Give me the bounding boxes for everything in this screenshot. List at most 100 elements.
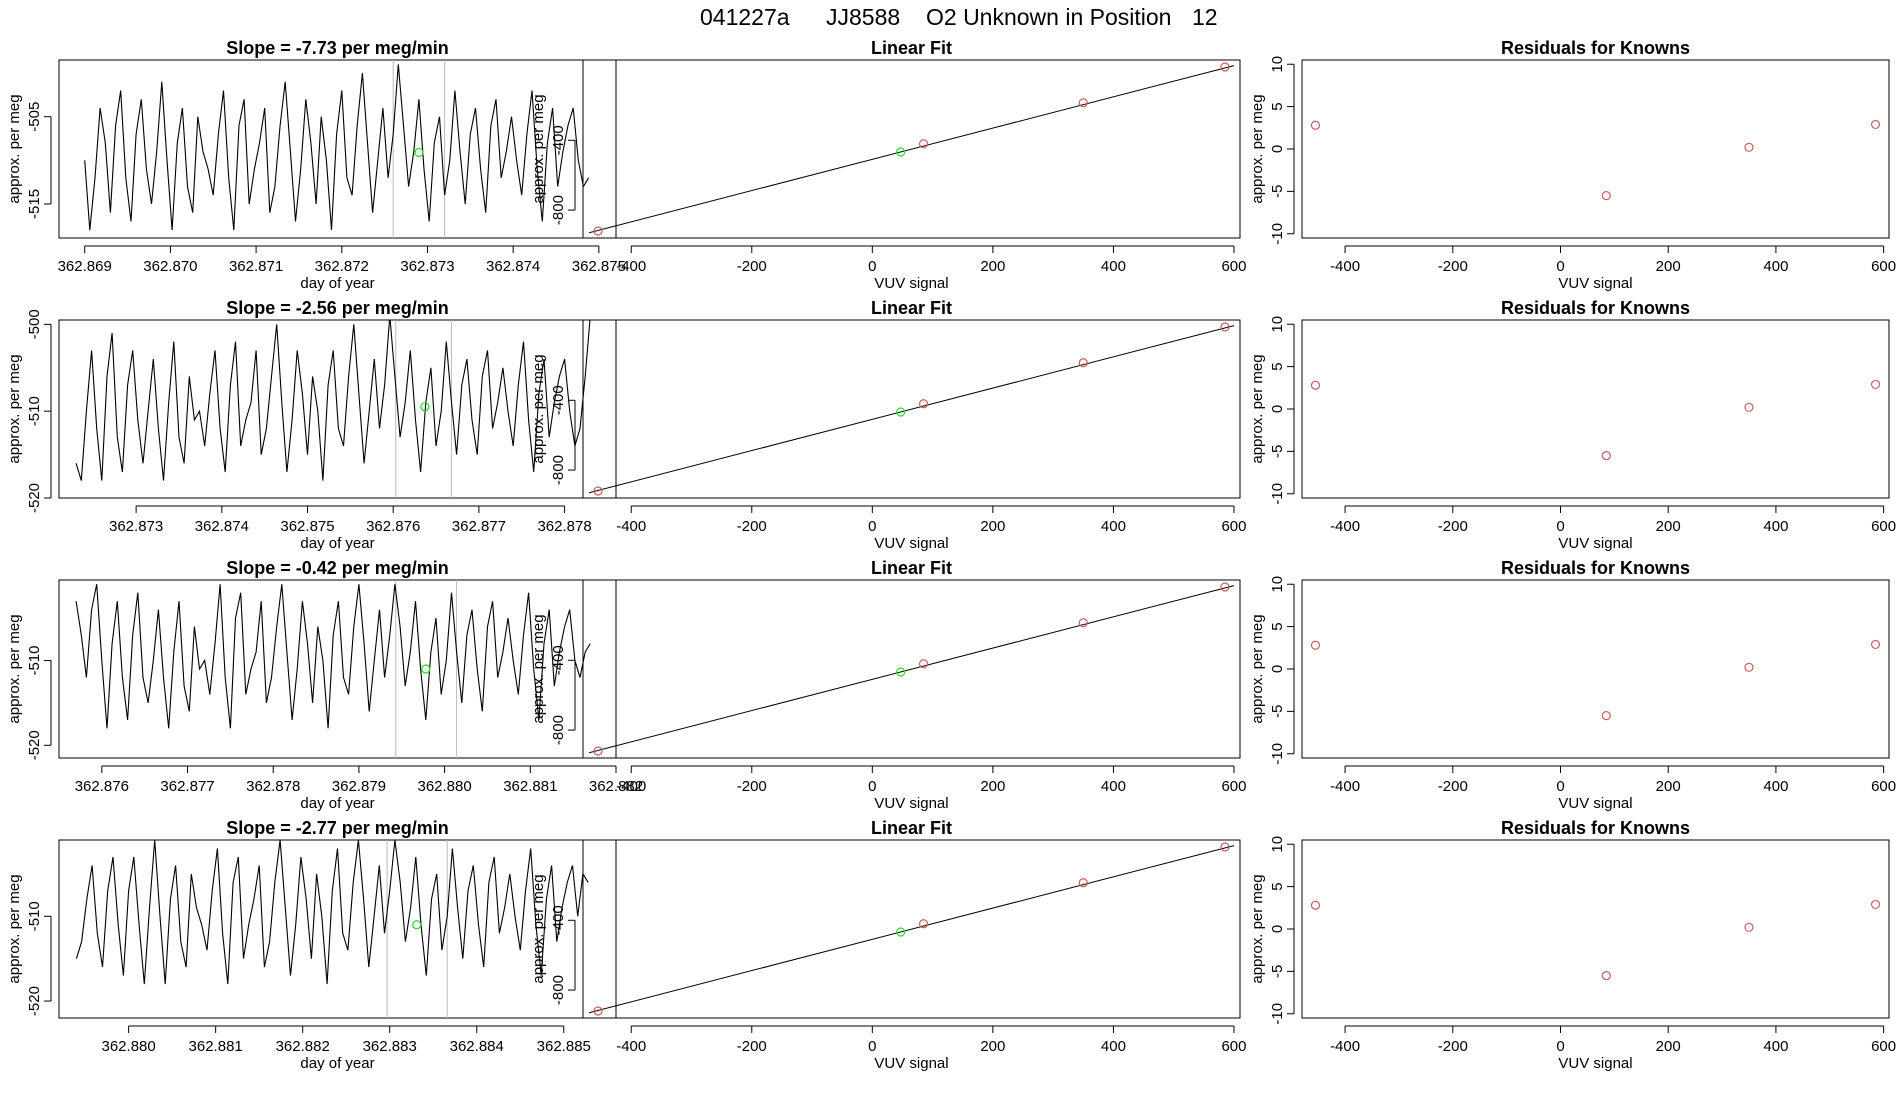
x-tick-label: 362.876 xyxy=(75,778,129,795)
plot-frame xyxy=(58,319,617,499)
residual-point xyxy=(1310,640,1321,650)
y-tick-label: -510 xyxy=(26,901,43,931)
y-tick-label: -10 xyxy=(1269,483,1286,505)
y-tick-label: 5 xyxy=(1269,102,1286,110)
known-point xyxy=(593,486,603,496)
x-tick-label: -200 xyxy=(1438,1038,1468,1055)
known-point xyxy=(1220,582,1230,592)
unknown-point xyxy=(414,147,424,158)
unknown-point xyxy=(421,664,431,674)
x-tick-label: 400 xyxy=(1763,1038,1788,1055)
x-tick-label: 362.875 xyxy=(280,518,334,535)
x-axis-label: day of year xyxy=(300,275,374,292)
x-tick-label: -200 xyxy=(1438,518,1468,535)
x-tick-label: 200 xyxy=(1656,518,1681,535)
x-tick-label: 200 xyxy=(1656,778,1681,795)
fit-line xyxy=(588,585,1235,754)
known-point xyxy=(593,226,603,236)
x-tick-label: 362.881 xyxy=(503,778,557,795)
x-tick-label: 400 xyxy=(1101,778,1126,795)
plot-frame xyxy=(58,839,617,1019)
residual-point xyxy=(1601,711,1611,721)
x-tick-label: 400 xyxy=(1763,778,1788,795)
x-tick-label: -400 xyxy=(1330,778,1360,795)
y-tick-label: 10 xyxy=(1269,316,1286,333)
y-axis-label: approx. per meg xyxy=(1249,94,1266,203)
y-tick-label: -800 xyxy=(550,975,567,1005)
x-tick-label: 362.873 xyxy=(109,518,163,535)
x-tick-label: 362.876 xyxy=(366,518,420,535)
y-tick-label: -505 xyxy=(26,102,43,132)
unknown-point xyxy=(896,927,906,937)
known-point xyxy=(1220,62,1230,72)
known-point xyxy=(918,659,929,669)
x-tick-label: 362.873 xyxy=(400,258,454,275)
x-tick-label: 362.884 xyxy=(450,1038,504,1055)
y-axis-label: approx. per meg xyxy=(1249,874,1266,983)
residual-point xyxy=(1601,451,1611,461)
x-tick-label: 600 xyxy=(1221,1038,1246,1055)
y-axis-label: approx. per meg xyxy=(530,94,547,203)
fit-line xyxy=(588,65,1235,234)
x-tick-label: 600 xyxy=(1871,258,1896,275)
x-tick-label: 362.877 xyxy=(160,778,214,795)
signal-trace xyxy=(84,64,590,231)
x-tick-label: -200 xyxy=(737,778,767,795)
panel-title: Slope = -0.42 per meg/min xyxy=(226,558,449,578)
x-tick-label: 600 xyxy=(1221,778,1246,795)
x-tick-label: 362.882 xyxy=(276,1038,330,1055)
panel-1-linear-fit: Linear Fit -400 -200 0 200 400 600 VUV signal -4… xyxy=(530,38,1246,292)
x-axis-label: VUV signal xyxy=(874,795,948,812)
plot-frame xyxy=(582,839,1241,1019)
x-tick-label: 362.869 xyxy=(58,258,112,275)
x-tick-label: 400 xyxy=(1763,518,1788,535)
unknown-point xyxy=(896,147,906,157)
y-tick-label: 5 xyxy=(1269,622,1286,630)
x-tick-label: 362.881 xyxy=(189,1038,243,1055)
panel-4-timeseries: Slope = -2.77 per meg/min 362.880 362.881 3… xyxy=(6,818,617,1072)
figure-title-position: 12 xyxy=(1192,4,1218,30)
plot-area xyxy=(588,322,1235,496)
x-axis-label: VUV signal xyxy=(874,275,948,292)
x-tick-label: -400 xyxy=(616,778,646,795)
plot-area xyxy=(75,580,591,758)
plot-area xyxy=(1310,639,1881,721)
x-tick-label: -400 xyxy=(616,518,646,535)
residual-point xyxy=(1601,971,1611,981)
panel-2-linear-fit: Linear Fit -400 -200 0 200 400 600 VUV signal -4… xyxy=(530,298,1246,552)
y-tick-label: -5 xyxy=(1269,445,1286,458)
x-tick-label: 362.874 xyxy=(486,258,540,275)
y-tick-label: -800 xyxy=(550,195,567,225)
x-axis-label: day of year xyxy=(300,795,374,812)
x-tick-label: 362.882 xyxy=(589,778,643,795)
residual-point xyxy=(1744,662,1754,672)
y-tick-label: -5 xyxy=(1269,965,1286,978)
panel-title: Slope = -2.56 per meg/min xyxy=(226,298,449,318)
x-tick-label: -200 xyxy=(737,258,767,275)
panel-1-residuals: Residuals for Knowns -400 -200 0 200 400 600 VU… xyxy=(1249,38,1896,292)
residual-point xyxy=(1744,402,1754,412)
x-tick-label: 200 xyxy=(980,778,1005,795)
panel-title: Slope = -2.77 per meg/min xyxy=(226,818,449,838)
x-axis-label: day of year xyxy=(300,535,374,552)
y-tick-label: -520 xyxy=(26,730,43,760)
y-tick-label: 0 xyxy=(1269,145,1286,153)
y-axis-label: approx. per meg xyxy=(6,614,23,723)
known-point xyxy=(1078,618,1088,628)
x-tick-label: 200 xyxy=(980,518,1005,535)
plot-area xyxy=(588,842,1235,1016)
y-tick-label: -10 xyxy=(1269,743,1286,765)
x-tick-label: 362.877 xyxy=(452,518,506,535)
panel-title: Linear Fit xyxy=(871,298,952,318)
residual-point xyxy=(1870,119,1881,130)
y-axis-label: approx. per meg xyxy=(1249,354,1266,463)
plot-frame xyxy=(58,579,617,759)
x-tick-label: 362.883 xyxy=(363,1038,417,1055)
signal-trace xyxy=(75,584,591,729)
x-tick-label: 200 xyxy=(980,1038,1005,1055)
panel-title: Residuals for Knowns xyxy=(1501,558,1690,578)
panel-1-timeseries: Slope = -7.73 per meg/min 362.869 362.870 3… xyxy=(6,38,626,292)
x-tick-label: 0 xyxy=(1556,1038,1564,1055)
x-tick-label: 0 xyxy=(1556,258,1564,275)
panel-title: Linear Fit xyxy=(871,818,952,838)
